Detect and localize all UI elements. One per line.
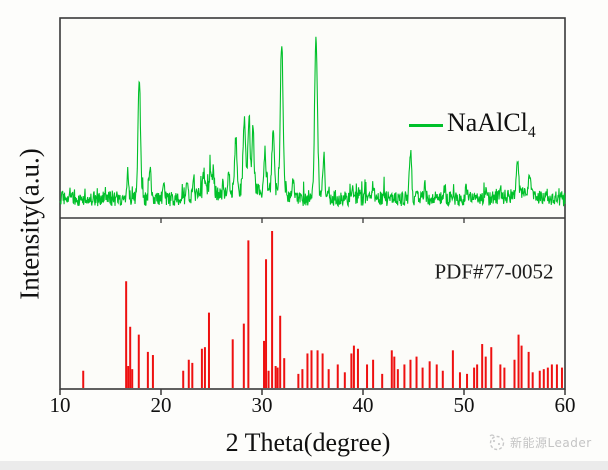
x-tick-label: 10 <box>49 393 71 417</box>
x-axis-tick-labels: 10 20 30 40 50 60 <box>0 393 608 419</box>
legend-formula-subscript: 4 <box>527 123 536 141</box>
x-tick-label: 20 <box>150 393 172 417</box>
naalcl4-trace <box>59 36 566 208</box>
x-tick-label: 30 <box>251 393 273 417</box>
legend-label: NaAlCl4 <box>447 107 536 141</box>
x-axis-title: 2 Theta(degree) <box>225 428 391 457</box>
footer-strip <box>0 461 608 470</box>
y-axis-label: Intensity(a.u.) <box>14 148 45 300</box>
legend-line-swatch <box>409 123 443 127</box>
sun-logo-icon <box>489 434 505 451</box>
legend-formula-base: NaAlCl <box>447 107 528 137</box>
legend: NaAlCl4 <box>409 107 536 141</box>
reference-pdf-label: PDF#77-0052 <box>434 259 554 284</box>
watermark-text: 新能源Leader <box>510 435 592 450</box>
x-tick-label: 50 <box>453 393 475 417</box>
x-tick-label: 60 <box>554 393 576 417</box>
x-tick-label: 40 <box>352 393 374 417</box>
watermark: 新能源Leader <box>487 431 592 453</box>
